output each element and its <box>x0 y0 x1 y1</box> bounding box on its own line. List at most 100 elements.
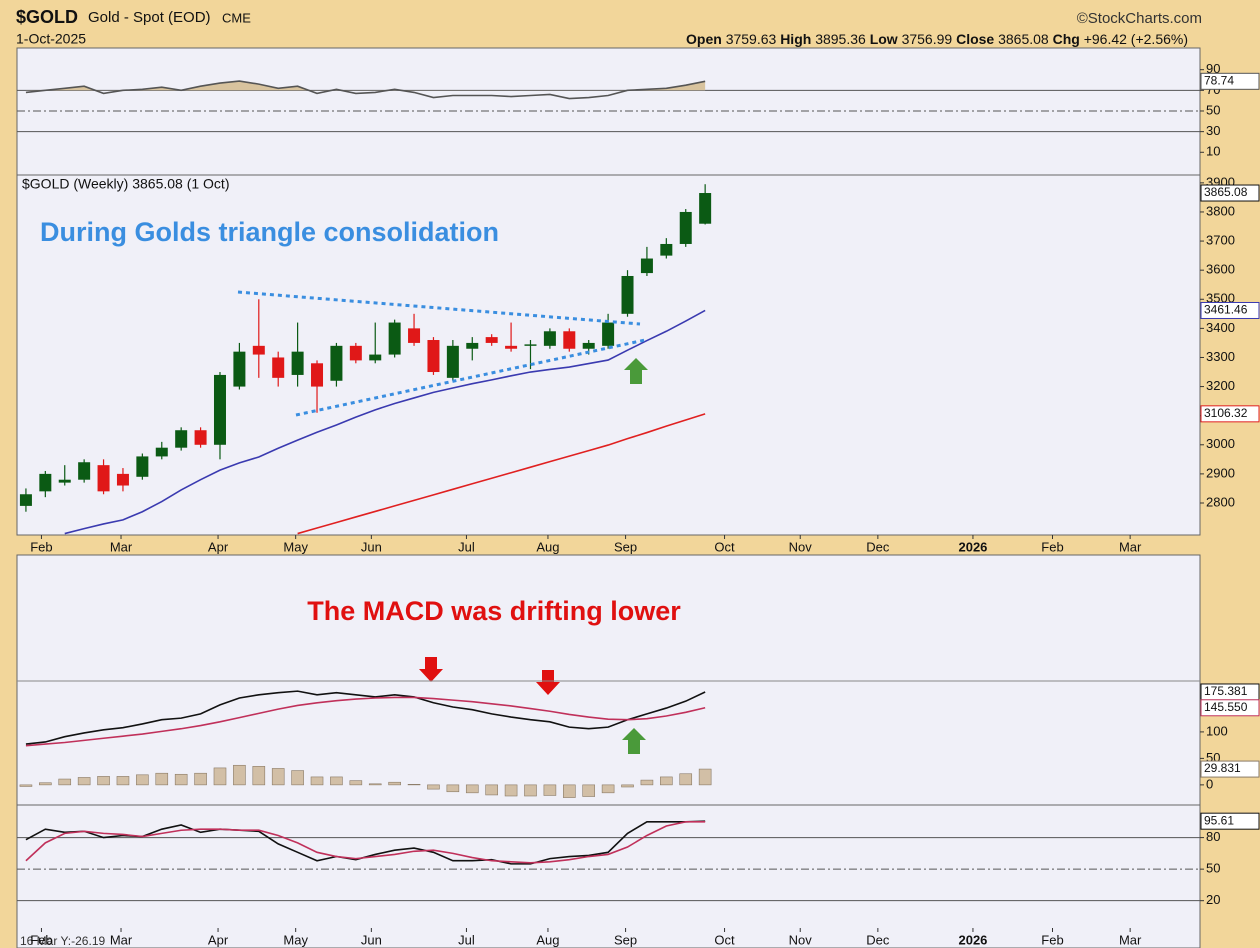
annotation: During Golds triangle consolidation <box>40 217 499 247</box>
candle-body <box>213 374 226 445</box>
x-tick-label: Nov <box>789 932 813 947</box>
histogram-bar <box>194 772 207 786</box>
candle-body <box>194 430 207 445</box>
line <box>297 413 706 535</box>
histogram-bar <box>543 784 557 796</box>
exchange: CME <box>222 10 251 25</box>
x-tick-label: Aug <box>536 539 559 554</box>
candle-body <box>427 340 440 373</box>
histogram-bar <box>310 776 324 786</box>
candle-body <box>233 351 246 387</box>
x-tick-label: May <box>283 932 308 947</box>
x-tick-label: Oct <box>714 539 735 554</box>
x-tick-label: Mar <box>110 539 133 554</box>
candle-body <box>369 354 382 361</box>
histogram-bar <box>660 776 673 786</box>
x-tick-label: Apr <box>208 539 229 554</box>
value: 3895.36 <box>815 31 866 47</box>
histogram-bar <box>252 766 266 786</box>
y-tick-label: 0 <box>1206 776 1213 791</box>
arrow-up <box>622 728 646 754</box>
value-callout: 3461.46 <box>1204 303 1248 317</box>
histogram-bar <box>233 764 246 786</box>
value: 3865.08 <box>998 31 1049 47</box>
x-tick-label: Feb <box>1041 932 1063 947</box>
candle-body <box>563 331 576 349</box>
y-tick-label: 2800 <box>1206 494 1235 509</box>
value-callout: 78.74 <box>1204 73 1234 87</box>
panel-title: $GOLD (Weekly) 3865.08 (1 Oct) <box>22 176 229 192</box>
trend-line <box>237 290 641 326</box>
y-tick-label: 3500 <box>1206 291 1235 306</box>
label: Low <box>870 31 898 47</box>
candle-body <box>582 342 595 349</box>
x-tick-label: Sep <box>614 539 637 554</box>
annotation: The MACD was drifting lower <box>307 596 681 626</box>
arrow-down <box>419 657 443 682</box>
value-callout: 3865.08 <box>1204 185 1248 199</box>
histogram-bar <box>271 768 285 786</box>
x-tick-label: Aug <box>536 932 559 947</box>
arrow-down <box>536 670 560 695</box>
candle-body <box>466 342 479 349</box>
candle-body <box>39 473 52 492</box>
candle-body <box>116 473 129 486</box>
x-tick-label: Sep <box>614 932 637 947</box>
candle-body <box>621 275 634 314</box>
histogram-bar <box>116 776 130 786</box>
candle-body <box>252 345 265 355</box>
y-tick-label: 20 <box>1206 892 1220 907</box>
histogram-bar <box>407 784 421 786</box>
candle-body <box>524 344 537 346</box>
histogram-bar <box>97 776 110 786</box>
histogram-bar <box>504 784 518 797</box>
candle-body <box>408 328 421 343</box>
y-tick-label: 3000 <box>1206 436 1235 451</box>
candle-body <box>78 462 91 480</box>
x-tick-label: Mar <box>1119 932 1142 947</box>
candle-body <box>175 430 188 448</box>
histogram-bar <box>213 767 227 786</box>
x-tick-label: Apr <box>208 932 229 947</box>
label: Open <box>686 31 722 47</box>
x-tick-label: 2026 <box>958 539 987 554</box>
value-callout-box <box>1200 72 1260 90</box>
value-callout: 3106.32 <box>1204 406 1248 420</box>
histogram-bar <box>368 783 382 786</box>
histogram-bar <box>155 772 169 786</box>
y-tick-label: 80 <box>1206 829 1220 844</box>
candle-body <box>291 351 304 375</box>
line <box>25 690 706 745</box>
x-tick-label: Oct <box>714 932 735 947</box>
value-callout: 175.381 <box>1204 684 1248 698</box>
value-callout-box <box>1200 405 1260 423</box>
symbol: $GOLD <box>16 7 78 27</box>
x-tick-label: Dec <box>866 539 890 554</box>
histogram-bar <box>174 773 188 786</box>
value-callout-box <box>1200 760 1260 778</box>
value-callout-box <box>1200 301 1260 319</box>
instrument-name: Gold - Spot (EOD) <box>88 9 211 26</box>
candle-body <box>330 345 343 381</box>
y-tick-label: 3300 <box>1206 349 1235 364</box>
arrow-up <box>624 358 648 384</box>
line <box>25 821 706 864</box>
candle-body <box>136 456 149 477</box>
histogram-bar <box>582 784 596 797</box>
value-callout-box <box>1200 699 1260 717</box>
line <box>64 309 706 535</box>
panels: 103050709078.742800290030003100320033003… <box>16 47 1260 948</box>
annotations <box>17 290 1200 754</box>
label: Chg <box>1053 31 1080 47</box>
cursor-readout: 16 Mar Y:-26.19 <box>20 934 105 948</box>
candle-body <box>311 363 324 387</box>
x-tick-label: May <box>283 539 308 554</box>
y-tick-label: 3700 <box>1206 233 1235 248</box>
value-callout: 95.61 <box>1204 813 1234 827</box>
label: Close <box>956 31 994 47</box>
value-callout-box <box>1200 812 1260 830</box>
trend-line <box>295 338 646 417</box>
value: 3759.63 <box>726 31 777 47</box>
candle-body <box>543 331 556 346</box>
value: 3756.99 <box>902 31 953 47</box>
